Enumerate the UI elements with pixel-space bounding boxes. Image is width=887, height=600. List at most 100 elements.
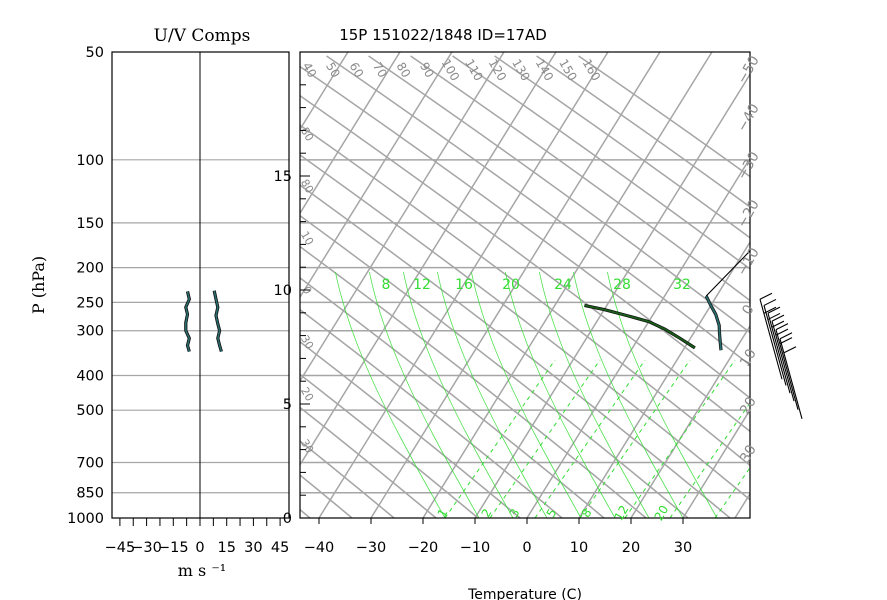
dry-adiabat-label: 60 bbox=[347, 60, 367, 80]
sounding-profiles bbox=[584, 250, 750, 351]
wind-barb-shaft bbox=[779, 338, 803, 419]
mixing-ratio-label: 12 bbox=[612, 503, 632, 523]
moist-adiabat-line bbox=[403, 271, 514, 518]
moist-adiabat-line bbox=[539, 271, 650, 518]
dry-adiabat-label: 140 bbox=[533, 57, 557, 84]
sounding-profile-line bbox=[584, 304, 696, 349]
isotherm-line bbox=[630, 324, 750, 518]
uv-profile-line bbox=[184, 291, 191, 352]
moist-adiabat-line bbox=[437, 271, 548, 518]
wind-speed-minor-ticks bbox=[119, 518, 281, 526]
isotherm-line bbox=[578, 240, 750, 518]
wind-barb-flag bbox=[775, 328, 789, 336]
isotherm-line bbox=[0, 52, 140, 518]
isotherm-line bbox=[7, 52, 296, 518]
moist-adiabat-line bbox=[573, 271, 684, 518]
dry-adiabat-label: 80 bbox=[394, 60, 414, 80]
uv-profile-line bbox=[213, 290, 223, 352]
pressure-tick-label: 400 bbox=[76, 368, 104, 384]
dry-adiabat-line bbox=[300, 214, 689, 518]
mixing-ratio-label: 20 bbox=[652, 503, 672, 523]
dry-adiabat-line bbox=[452, 55, 750, 270]
dry-adiabat-line bbox=[326, 55, 750, 366]
dry-adiabat-line bbox=[300, 308, 563, 518]
wind-barb-flag bbox=[779, 337, 793, 345]
isotherm-label: 30 bbox=[737, 442, 760, 465]
wind-barb-flag bbox=[771, 320, 785, 328]
temperature-tick-label: −30 bbox=[356, 540, 387, 556]
dry-adiabat-line bbox=[300, 440, 395, 518]
pressure-tick-label: 200 bbox=[76, 261, 104, 277]
edge-label: 30 bbox=[298, 333, 316, 352]
wind-speed-tick-label: 30 bbox=[244, 540, 262, 556]
wind-barb-shaft bbox=[759, 299, 783, 380]
dry-adiabat-line bbox=[300, 474, 353, 518]
pressure-tick-label: 100 bbox=[76, 153, 104, 169]
dry-adiabat-label: 150 bbox=[556, 57, 580, 84]
dry-adiabat-line bbox=[494, 55, 750, 239]
wind-barb-shaft bbox=[771, 320, 795, 402]
theta-e-label: 20 bbox=[502, 277, 520, 293]
wind-barb-flag bbox=[771, 314, 785, 322]
isotherm-label: −10 bbox=[734, 245, 763, 279]
wind-barb-shaft bbox=[775, 329, 799, 410]
wind-barb-flag bbox=[779, 332, 793, 340]
isotherm-line bbox=[839, 52, 887, 518]
temperature-tick-label: −40 bbox=[304, 540, 335, 556]
height-km-label: 0 bbox=[283, 511, 292, 527]
moist-adiabat-lines bbox=[335, 271, 750, 518]
edge-label: 20 bbox=[298, 385, 316, 404]
dry-adiabat-label: 50 bbox=[323, 60, 343, 80]
temperature-tick-label: 20 bbox=[622, 540, 640, 556]
dry-adiabat-label: 110 bbox=[462, 57, 486, 84]
isotherm-label: 10 bbox=[737, 346, 760, 369]
uv-x-axis-label: m s ⁻¹ bbox=[178, 561, 226, 580]
height-km-label: 5 bbox=[283, 397, 292, 413]
dry-adiabat-line bbox=[300, 184, 731, 518]
temperature-tick-labels: −40 −30 −20 −10 0 10 20 30 bbox=[304, 518, 692, 556]
isotherm-label: −20 bbox=[734, 197, 763, 231]
uv-panel-title: U/V Comps bbox=[154, 26, 251, 46]
isotherm-line bbox=[300, 52, 453, 299]
dry-adiabat-line bbox=[300, 124, 750, 467]
height-km-label: 15 bbox=[274, 169, 292, 185]
pressure-tick-label: 850 bbox=[76, 486, 104, 502]
edge-label: 80 bbox=[298, 177, 316, 196]
dry-adiabat-label: 90 bbox=[417, 60, 437, 80]
temperature-tick-label: 30 bbox=[674, 540, 692, 556]
wind-speed-tick-label: 0 bbox=[195, 540, 204, 556]
isotherm-line bbox=[422, 52, 713, 518]
height-km-label: 10 bbox=[274, 283, 292, 299]
mixing-ratio-line bbox=[489, 359, 601, 518]
sounding-profile-line bbox=[705, 250, 750, 297]
wind-speed-tick-labels: −45−30−15 0 15 30 45 bbox=[105, 540, 290, 556]
edge-label: 30 bbox=[298, 437, 316, 456]
isotherm-line bbox=[787, 52, 887, 518]
dry-adiabat-label: 120 bbox=[486, 57, 510, 84]
isotherm-line bbox=[526, 156, 750, 518]
mixing-ratio-line bbox=[669, 402, 750, 518]
mixing-ratio-line bbox=[534, 359, 646, 518]
wind-barb-flag bbox=[763, 298, 777, 306]
skewt-background-lines bbox=[0, 52, 887, 518]
theta-e-label: 12 bbox=[413, 277, 431, 293]
dry-adiabat-line bbox=[300, 154, 750, 501]
skewt-plot-frame bbox=[299, 51, 751, 519]
wind-speed-tick-label: −30 bbox=[131, 540, 162, 556]
isotherm-line bbox=[682, 408, 750, 518]
mixing-ratio-line bbox=[714, 466, 750, 518]
pressure-tick-label: 1000 bbox=[67, 511, 104, 527]
mixing-ratio-line bbox=[579, 359, 691, 518]
wind-speed-tick-label: 15 bbox=[217, 540, 235, 556]
edge-label: 10 bbox=[298, 229, 316, 248]
dry-adiabat-line bbox=[536, 55, 750, 208]
wind-speed-tick-label: 45 bbox=[271, 540, 289, 556]
mixing-ratio-line bbox=[624, 359, 736, 518]
isotherm-label: −30 bbox=[734, 149, 763, 183]
sounding-profile-line bbox=[705, 295, 722, 351]
pressure-tick-label: 300 bbox=[76, 324, 104, 340]
wind-barb-flag bbox=[775, 323, 789, 331]
wind-barb-shaft bbox=[767, 313, 791, 394]
theta-e-label: 16 bbox=[455, 277, 473, 293]
